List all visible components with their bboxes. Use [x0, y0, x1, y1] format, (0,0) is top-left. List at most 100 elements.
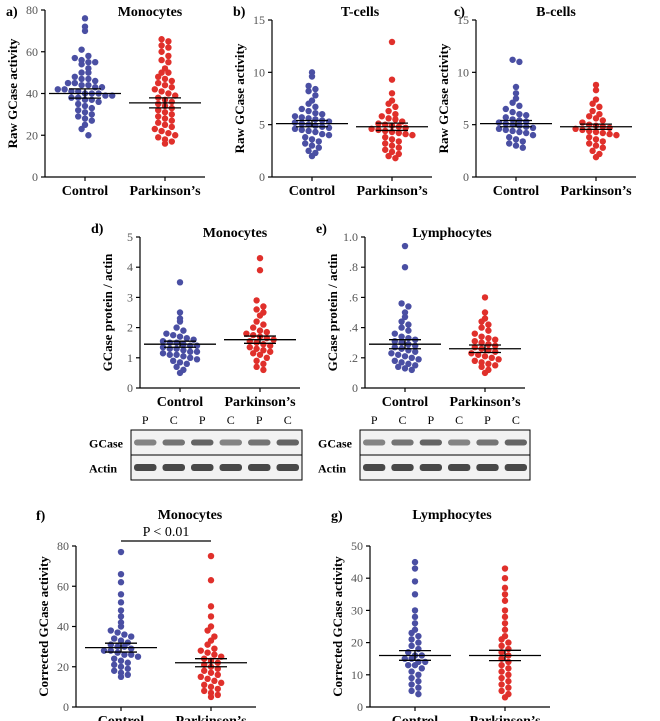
- y-tick-label: .2: [349, 351, 358, 365]
- data-point: [498, 687, 505, 695]
- data-point: [501, 607, 509, 614]
- data-point: [385, 115, 392, 122]
- lane-label: P: [142, 413, 149, 427]
- data-point: [201, 667, 208, 674]
- data-point: [599, 138, 606, 145]
- data-point: [319, 130, 326, 138]
- data-point: [398, 339, 405, 346]
- data-point: [121, 643, 128, 650]
- data-point: [398, 359, 405, 366]
- data-point: [161, 115, 169, 122]
- data-point: [168, 123, 175, 131]
- data-point: [155, 73, 162, 81]
- data-point: [117, 591, 125, 598]
- lane-label: P: [371, 413, 378, 427]
- data-point: [501, 565, 509, 572]
- data-point: [519, 138, 526, 145]
- y-tick-label: 1.0: [343, 230, 358, 244]
- y-tick-label: .4: [349, 321, 358, 335]
- y-tick-label: 10: [457, 65, 469, 79]
- data-point: [253, 306, 260, 313]
- panel-a: a) Monocytes 0 20 40 60 80 Raw GCase activity Co…: [5, 3, 205, 199]
- data-point: [260, 347, 267, 354]
- data-point: [385, 100, 392, 107]
- data-point: [401, 313, 409, 321]
- data-point: [168, 84, 175, 91]
- data-point: [190, 336, 197, 343]
- data-point: [592, 142, 600, 149]
- data-point: [606, 124, 613, 132]
- x-tick-label: Parkinson’s: [175, 714, 247, 721]
- data-point: [253, 318, 260, 325]
- data-point: [401, 309, 409, 316]
- data-point: [505, 645, 512, 653]
- data-point: [408, 642, 415, 650]
- y-tick-label: 1: [127, 351, 133, 365]
- data-point: [312, 128, 319, 136]
- data-point: [398, 300, 405, 307]
- data-point: [81, 15, 89, 22]
- data-point: [158, 56, 165, 64]
- data-point: [253, 357, 260, 365]
- data-point: [325, 124, 333, 132]
- panel-d: d) Monocytes 0 1 2 3 4 5 GCase protein / actin Co…: [91, 222, 300, 410]
- y-tick-label: .6: [349, 290, 358, 304]
- y-tick-label: 0: [352, 381, 358, 395]
- data-point: [481, 309, 489, 316]
- data-point: [415, 690, 422, 698]
- data-point: [81, 115, 89, 122]
- y-tick-label: 40: [26, 87, 38, 101]
- data-point: [81, 109, 89, 116]
- data-point: [173, 363, 180, 371]
- data-point: [498, 674, 505, 682]
- lane-label: P: [427, 413, 434, 427]
- lane-label: P: [199, 413, 206, 427]
- data-point: [128, 645, 135, 652]
- data-point: [81, 27, 89, 35]
- data-point: [305, 147, 312, 155]
- data-point: [256, 327, 264, 334]
- data-point: [124, 665, 131, 672]
- data-point: [253, 297, 260, 304]
- data-point: [392, 111, 399, 118]
- blot-strip: [359, 454, 531, 481]
- data-point: [267, 342, 274, 349]
- data-point: [54, 86, 61, 93]
- data-point: [395, 351, 402, 358]
- data-point: [391, 337, 398, 345]
- data-point: [165, 52, 172, 60]
- data-point: [298, 105, 305, 113]
- data-point: [117, 607, 125, 614]
- y-axis-label: Corrected GCase activity: [36, 556, 51, 697]
- data-point: [478, 359, 485, 366]
- y-tick-label: 20: [351, 636, 363, 650]
- data-point: [100, 647, 108, 654]
- blot-band: [419, 439, 442, 446]
- y-tick-label: 5: [463, 118, 469, 132]
- y-axis-label: Raw GCase activity: [436, 43, 451, 153]
- data-point: [187, 354, 194, 361]
- lane-label: C: [227, 413, 235, 427]
- blot-row-label: Actin: [89, 462, 117, 476]
- data-point: [117, 673, 125, 681]
- blot-band: [363, 439, 386, 446]
- data-point: [165, 44, 172, 51]
- data-point: [263, 328, 270, 336]
- panel-label: c): [454, 5, 465, 20]
- y-tick-label: 0: [463, 170, 469, 184]
- data-point: [176, 359, 184, 366]
- data-point: [155, 100, 162, 108]
- data-point: [71, 79, 79, 87]
- data-point: [501, 613, 509, 621]
- data-point: [492, 348, 499, 355]
- y-tick-label: 2: [127, 321, 133, 335]
- data-point: [71, 73, 79, 81]
- data-point: [488, 354, 495, 361]
- data-point: [161, 121, 169, 129]
- panel-g: g) Lymphocytes 0 10 20 30 40 50 Corrected GCase …: [330, 508, 550, 721]
- data-point: [85, 75, 92, 83]
- data-point: [155, 113, 162, 120]
- data-point: [592, 86, 600, 94]
- data-point: [165, 90, 172, 97]
